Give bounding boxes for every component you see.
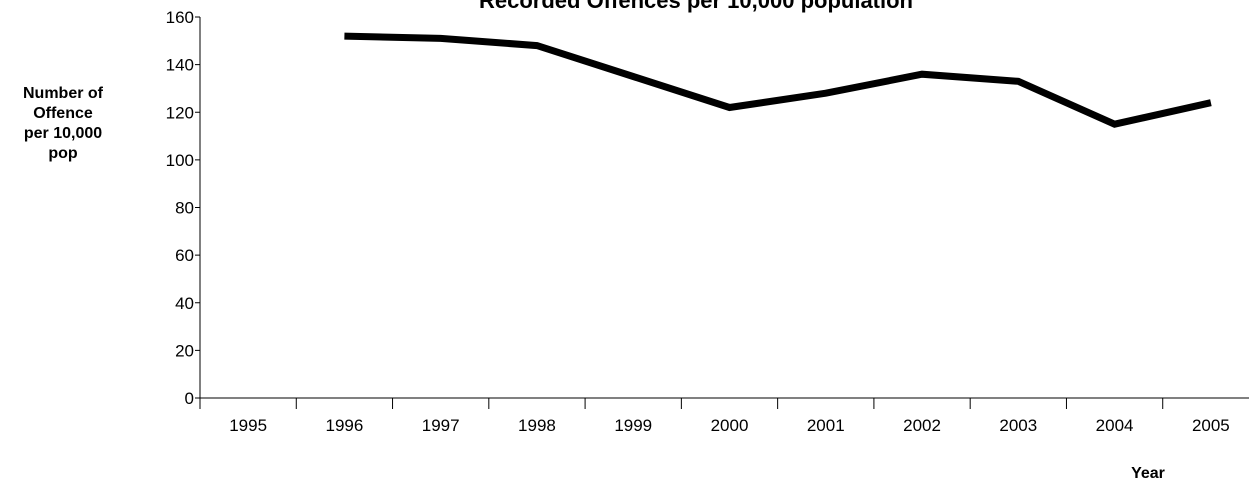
y-tick-label: 60: [175, 246, 194, 265]
y-axis-label-line-3: per 10,000: [24, 125, 102, 142]
series-layer: [344, 32, 1212, 128]
x-tick-label: 1996: [325, 416, 363, 435]
x-tick-label: 2002: [903, 416, 941, 435]
y-axis-label-line-4: pop: [48, 145, 78, 162]
y-tick-label: 140: [166, 56, 194, 75]
x-tick-label: 2003: [999, 416, 1037, 435]
y-tick-label: 100: [166, 151, 194, 170]
x-axis-label: Year: [1131, 465, 1165, 481]
y-tick-label: 160: [166, 8, 194, 27]
y-tick-label: 0: [185, 389, 194, 408]
y-tick-label: 40: [175, 294, 194, 313]
x-tick-label: 1995: [229, 416, 267, 435]
y-tick-label: 20: [175, 341, 194, 360]
x-tick-label: 2004: [1096, 416, 1134, 435]
y-axis-label-line-1: Number of: [23, 85, 104, 102]
x-tick-label: 1998: [518, 416, 556, 435]
y-tick-label: 80: [175, 199, 194, 218]
x-tick-label: 2000: [711, 416, 749, 435]
y-axis-label-line-2: Offence: [33, 105, 93, 122]
y-tick-label: 120: [166, 103, 194, 122]
x-tick-label: 1997: [422, 416, 460, 435]
x-tick-label: 2001: [807, 416, 845, 435]
series-line: [344, 32, 1212, 128]
chart-title: Recorded Offences per 10,000 population: [479, 0, 913, 13]
x-tick-label: 1999: [614, 416, 652, 435]
axes: 0 20 40 60 80 100 120 140 160 1995 1996 1997 1998 199…: [166, 8, 1249, 435]
x-tick-label: 2005: [1192, 416, 1230, 435]
